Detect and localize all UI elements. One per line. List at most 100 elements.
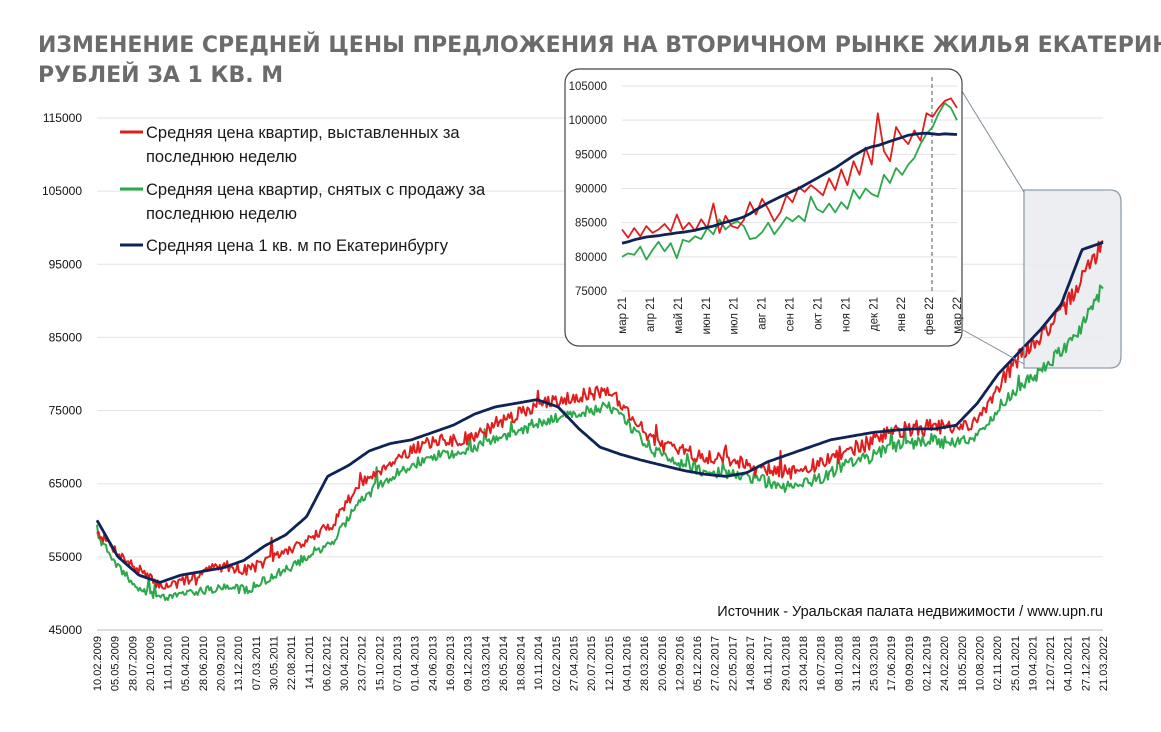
x-tick-label: 24.06.2013 [427, 636, 439, 691]
x-tick-label: 13.12.2010 [233, 636, 245, 691]
x-tick-label: 02.11.2020 [992, 636, 1004, 690]
x-axis-ticks: 10.02.2009 05.05.2009 28.07.2009 20.10.2009… [92, 636, 1110, 691]
legend-label-navy: Средняя цена 1 кв. м по Екатеринбургу [146, 237, 449, 255]
x-tick-label: 30.05.2011 [268, 636, 280, 690]
x-tick-label: 30.04.2012 [339, 636, 351, 691]
x-tick-label: 10.02.2009 [92, 636, 104, 691]
x-tick-label: 12.07.2021 [1045, 636, 1057, 691]
x-tick-label: 29.01.2018 [780, 636, 792, 691]
legend-label-green: Средняя цена квартир, снятых с продажу з… [146, 181, 486, 199]
x-tick-label: 31.12.2018 [851, 636, 863, 691]
x-tick-label: 23.04.2018 [798, 636, 810, 691]
x-tick-label: 19.04.2021 [1027, 636, 1039, 691]
series-line-highlighted [1023, 239, 1104, 359]
x-tick-label: 14.08.2017 [745, 636, 757, 691]
inset-x-tick-label: сен 21 [785, 297, 797, 331]
series-line [96, 239, 1104, 590]
x-tick-label: 16.07.2018 [816, 636, 828, 691]
y-tick-label: 55000 [49, 550, 83, 564]
inset-x-tick-label: янв 22 [896, 297, 908, 332]
x-tick-label: 16.09.2013 [445, 636, 457, 691]
inset-x-tick-label: апр 21 [645, 297, 657, 332]
x-tick-label: 02.12.2019 [922, 636, 934, 691]
inset-series-lines [621, 97, 958, 261]
x-tick-label: 18.05.2020 [957, 636, 969, 691]
legend: Средняя цена квартир, выставленных за по… [120, 124, 486, 255]
x-tick-label: 28.03.2016 [639, 636, 651, 691]
x-tick-label: 28.07.2009 [127, 636, 139, 691]
chart-title-line2: РУБЛЕЙ ЗА 1 КВ. М [38, 62, 283, 88]
x-tick-label: 26.05.2014 [498, 636, 510, 691]
zoom-highlight-box [1023, 189, 1122, 369]
x-tick-label: 11.01.2010 [163, 636, 175, 690]
x-tick-label: 05.05.2009 [110, 636, 122, 691]
inset-x-tick-label: фев 22 [924, 297, 936, 335]
inset-y-tick-label: 95000 [575, 149, 607, 161]
x-tick-label: 22.05.2017 [727, 636, 739, 691]
x-tick-label: 22.08.2011 [286, 636, 298, 690]
x-tick-label: 27.02.2017 [710, 636, 722, 691]
x-tick-label: 04.10.2021 [1063, 636, 1075, 691]
inset-series-line [621, 102, 958, 261]
legend-label-red-line2: последнюю неделю [146, 148, 297, 166]
x-tick-label: 15.10.2012 [374, 636, 386, 691]
legend-label-red: Средняя цена квартир, выставленных за [146, 124, 460, 142]
y-tick-label: 85000 [49, 330, 83, 344]
x-tick-label: 21.03.2022 [1098, 636, 1110, 691]
x-tick-label: 12.09.2016 [674, 636, 686, 691]
inset-y-axis-ticks: 75000 80000 85000 90000 95000 100000 105000 [569, 81, 607, 298]
y-tick-label: 95000 [49, 257, 83, 271]
x-tick-label: 09.09.2019 [904, 636, 916, 691]
series-line-highlighted [1023, 284, 1104, 388]
inset-series-line [621, 131, 958, 245]
inset-y-tick-label: 80000 [575, 252, 607, 264]
x-tick-label: 07.03.2011 [251, 636, 263, 690]
y-axis-ticks: 45000 55000 65000 75000 85000 95000 105000 1150… [42, 111, 82, 637]
series-line [96, 284, 1104, 602]
x-tick-label: 02.02.2015 [551, 636, 563, 691]
x-tick-label: 10.11.2014 [533, 636, 545, 690]
x-tick-label: 12.10.2015 [604, 636, 616, 691]
inset-y-tick-label: 75000 [575, 286, 607, 298]
x-tick-label: 09.12.2013 [463, 636, 475, 691]
x-tick-label: 20.07.2015 [586, 636, 598, 691]
inset-x-tick-label: дек 21 [868, 297, 880, 331]
chart-title: ИЗМЕНЕНИЕ СРЕДНЕЙ ЦЕНЫ ПРЕДЛОЖЕНИЯ НА ВТ… [38, 32, 1161, 58]
x-tick-label: 20.10.2009 [145, 636, 157, 691]
inset-x-axis-ticks: мар 21 апр 21 май 21 июн 21 июл 21 авг 21 сен … [617, 297, 964, 335]
legend-label-green-line2: последнюю неделю [146, 205, 297, 223]
x-tick-label: 23.07.2012 [357, 636, 369, 691]
x-tick-label: 08.10.2018 [833, 636, 845, 691]
y-tick-label: 115000 [43, 111, 82, 125]
inset-x-tick-label: авг 21 [757, 297, 769, 330]
inset-panel [564, 68, 963, 347]
x-tick-label: 17.06.2019 [886, 636, 898, 691]
inset-x-tick-label: окт 21 [812, 297, 824, 330]
x-tick-label: 01.04.2013 [410, 636, 422, 691]
inset-y-tick-label: 85000 [575, 218, 607, 230]
source-note: Источник - Уральская палата недвижимости… [717, 604, 1103, 620]
x-tick-label: 14.11.2011 [304, 636, 316, 689]
x-tick-label: 03.03.2014 [480, 636, 492, 691]
inset-x-tick-label: июл 21 [729, 297, 741, 335]
series-lines [95, 239, 1104, 602]
x-tick-label: 04.01.2016 [621, 636, 633, 691]
series-line [95, 241, 1104, 584]
series-line-highlighted [1023, 241, 1104, 348]
y-tick-label: 65000 [49, 477, 83, 491]
x-tick-label: 25.01.2021 [1010, 636, 1022, 691]
inset-x-tick-label: мар 21 [617, 297, 629, 334]
x-tick-label: 06.02.2012 [321, 636, 333, 691]
inset-x-tick-label: ноя 21 [840, 297, 852, 332]
y-tick-label: 105000 [42, 184, 82, 198]
x-tick-label: 06.11.2017 [763, 636, 775, 690]
x-tick-label: 05.12.2016 [692, 636, 704, 691]
y-tick-label: 75000 [49, 404, 83, 418]
inset-y-tick-label: 105000 [569, 81, 607, 93]
inset-x-tick-label: мар 22 [952, 297, 964, 334]
y-tick-label: 45000 [49, 623, 83, 637]
x-tick-label: 20.09.2010 [216, 636, 228, 691]
inset-y-tick-label: 90000 [575, 184, 607, 196]
x-tick-label: 24.02.2020 [939, 636, 951, 691]
